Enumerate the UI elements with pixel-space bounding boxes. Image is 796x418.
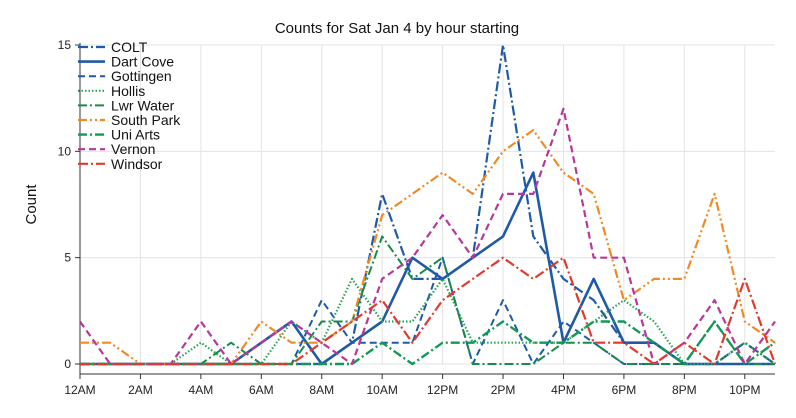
x-tick-label-11: 10PM (729, 383, 760, 397)
x-tick-label-8: 4PM (551, 383, 576, 397)
x-tick-label-5: 10AM (366, 383, 397, 397)
grid (79, 44, 775, 365)
series-line-uni-arts (80, 320, 776, 366)
x-tick-label-9: 6PM (612, 383, 637, 397)
legend-label-windsor: Windsor (111, 156, 163, 172)
legend-label-lwr-water: Lwr Water (111, 97, 175, 113)
series-line-gottingen (80, 256, 775, 365)
y-axis-title: Count (23, 184, 40, 225)
series-line-colt (80, 43, 776, 366)
series-line-vernon (79, 107, 776, 366)
series-lines (79, 43, 777, 366)
x-tick-label-6: 12PM (427, 383, 458, 397)
series-line-hollis (80, 277, 776, 366)
y-tick-label-2: 10 (58, 144, 72, 158)
legend-label-hollis: Hollis (111, 83, 145, 99)
chart-title: Counts for Sat Jan 4 by hour starting (275, 20, 519, 37)
axes: 12AM 2AM 4AM 6AM 8AM 10AM 12PM 2PM 4PM 6PM 8PM 10PM… (58, 38, 775, 397)
x-tick-label-7: 2PM (491, 383, 516, 397)
legend-label-south-park: South Park (111, 112, 181, 128)
x-tick-label-10: 8PM (672, 383, 697, 397)
legend-label-uni-arts: Uni Arts (111, 127, 160, 143)
y-tick-label-0: 0 (64, 357, 71, 371)
series-line-dart-cove (80, 171, 775, 366)
y-tick-label-3: 15 (58, 38, 72, 52)
x-tick-label-4: 8AM (309, 383, 334, 397)
series-line-windsor (80, 256, 777, 366)
series-line-south-park (80, 129, 776, 366)
legend-label-colt: COLT (111, 39, 148, 55)
x-tick-label-1: 2AM (128, 383, 153, 397)
y-tick-label-1: 5 (64, 251, 71, 265)
legend-label-gottingen: Gottingen (111, 68, 172, 84)
legend-label-dart-cove: Dart Cove (111, 54, 174, 70)
legend-label-vernon: Vernon (111, 141, 155, 157)
x-tick-label-0: 12AM (64, 383, 95, 397)
x-tick-label-2: 4AM (189, 383, 214, 397)
x-tick-label-3: 6AM (249, 383, 274, 397)
